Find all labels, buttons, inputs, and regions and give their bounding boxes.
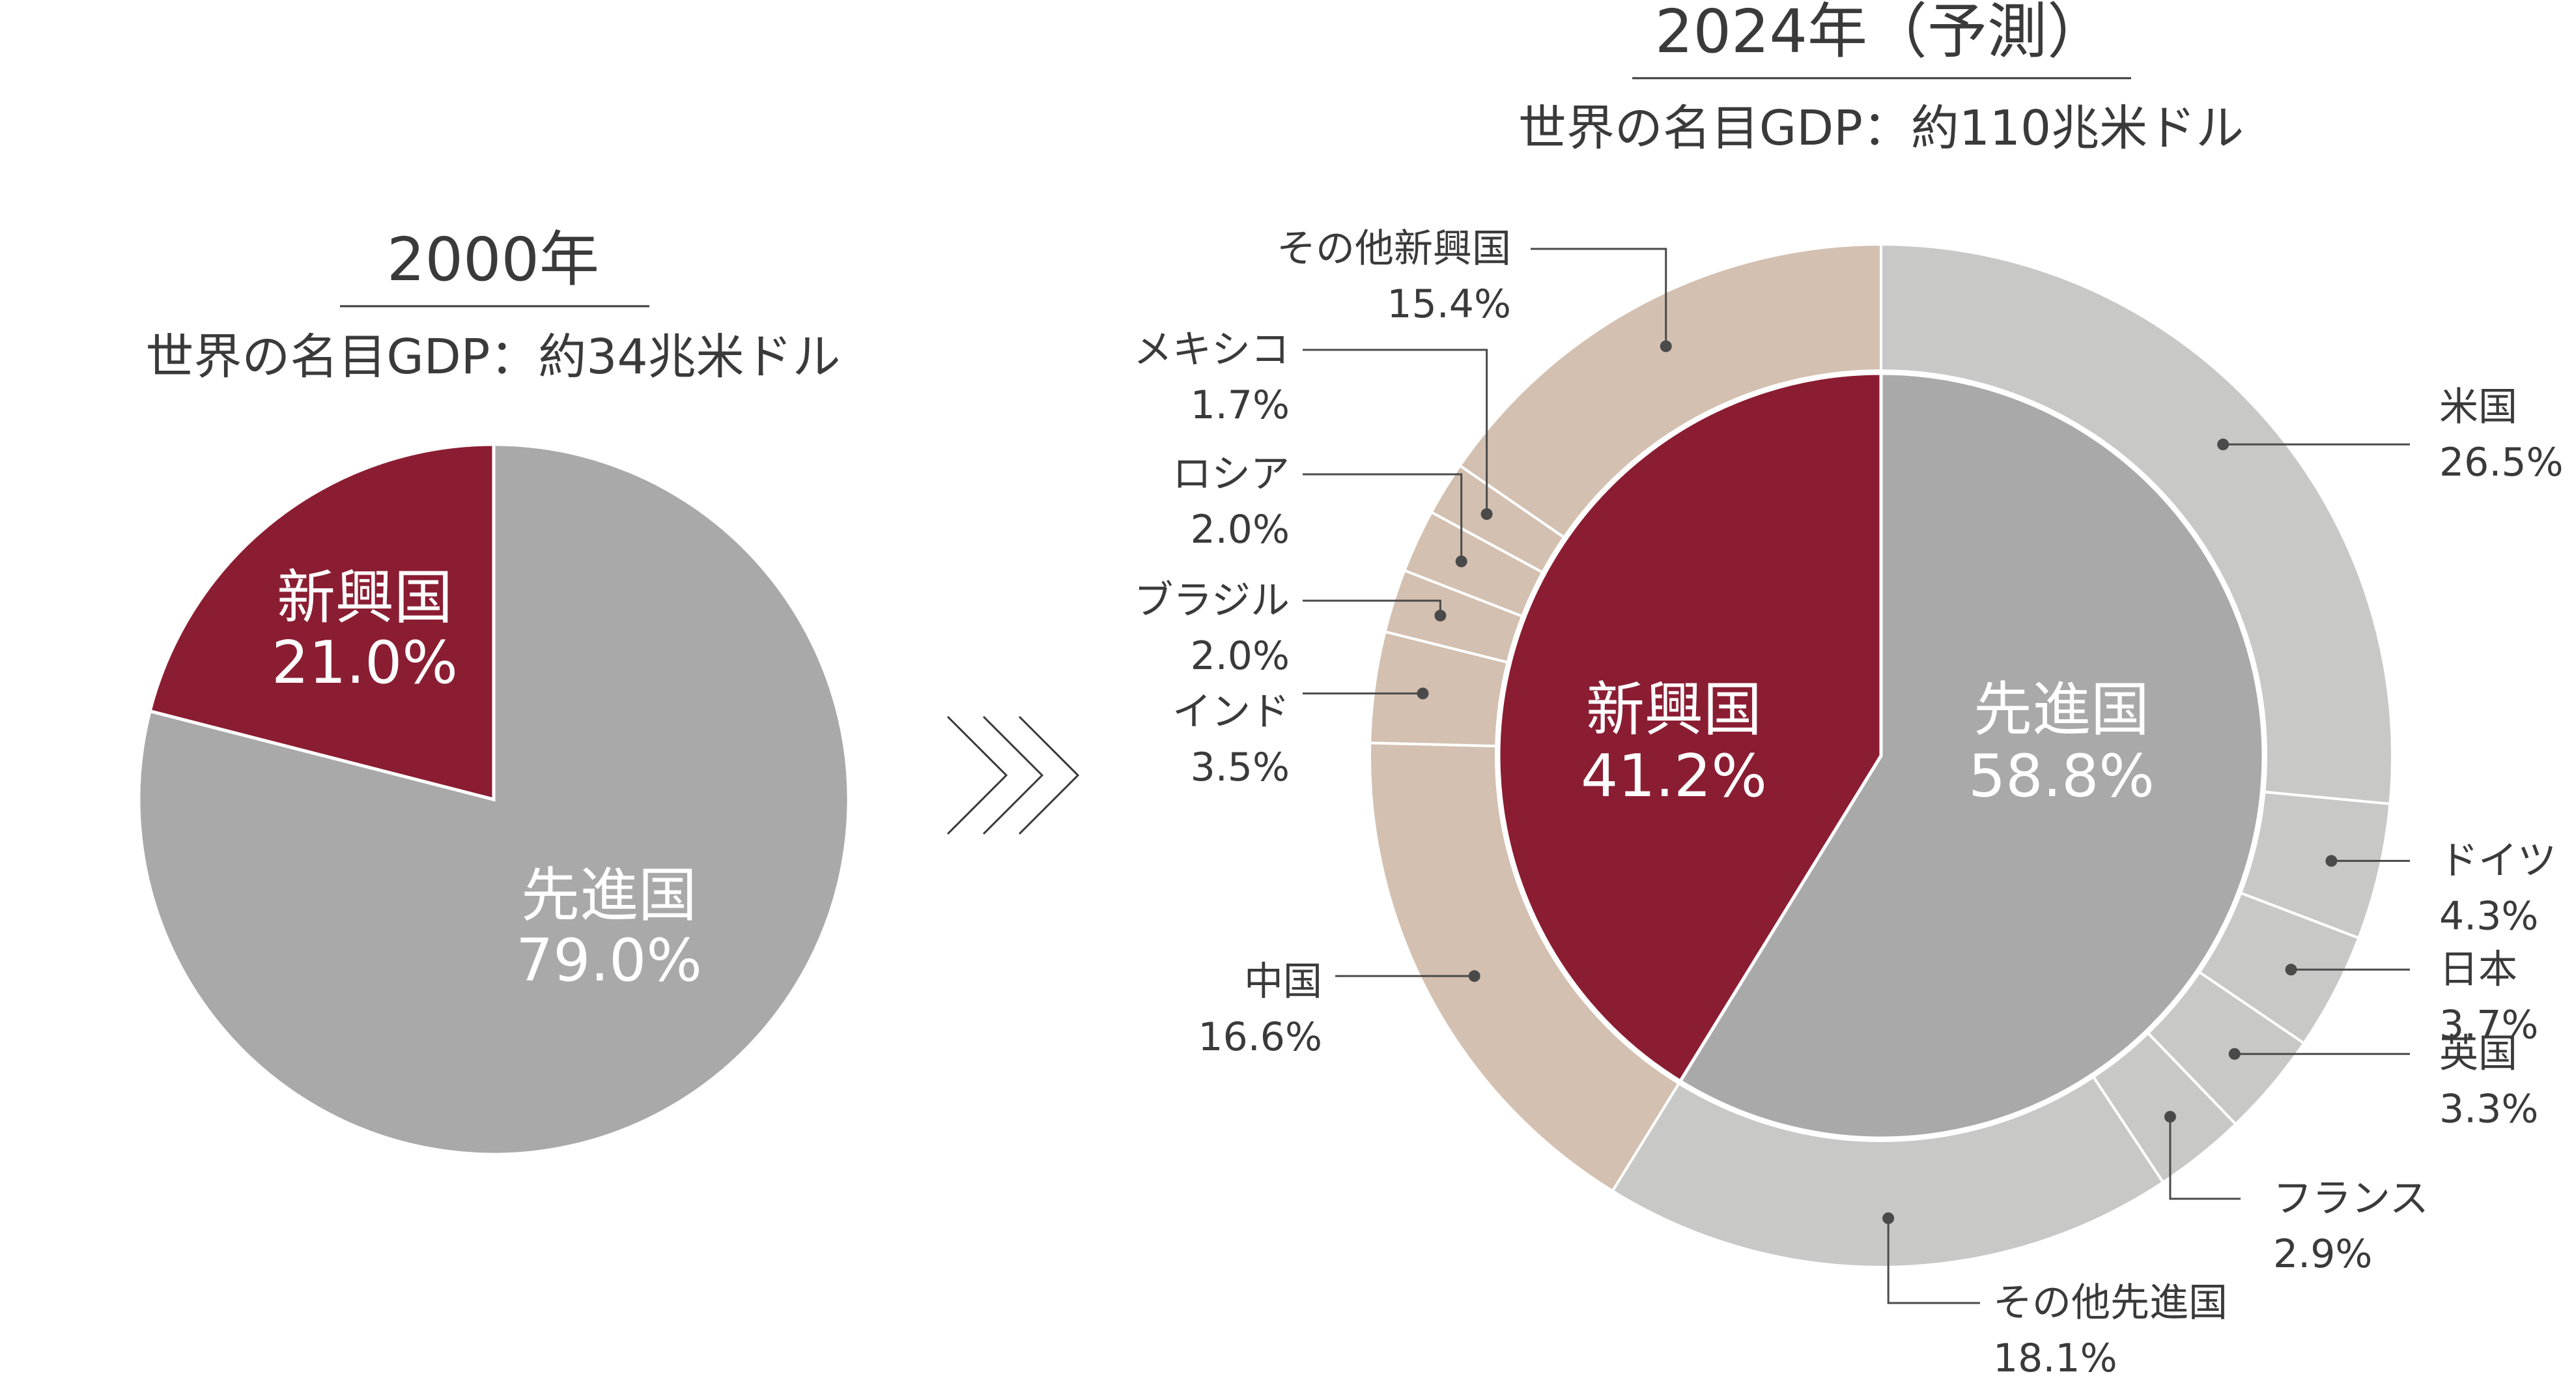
- chart-2024-title: 2024年（予測）: [1655, 0, 2107, 66]
- pie-2000-slice: [137, 442, 851, 1156]
- outer-slice-label-value: 2.0%: [1191, 507, 1290, 552]
- leader-dot: [1660, 340, 1672, 352]
- pie-2024-inner-slice: [1497, 371, 1883, 1083]
- leader-dot: [1434, 609, 1447, 622]
- outer-slice-label-name: メキシコ: [1133, 327, 1290, 373]
- pie-2000-slice: [148, 442, 496, 802]
- outer-slice-label-name: 日本: [2439, 947, 2517, 992]
- leader-dot: [2325, 855, 2338, 867]
- outer-slice-label-name: その他先進国: [1993, 1280, 2228, 1326]
- outer-slice-label-value: 4.3%: [2439, 893, 2538, 939]
- pie-2024-inner-label-value: 41.2%: [1581, 742, 1767, 810]
- leader-dot: [1417, 687, 1429, 700]
- leader-dot: [2228, 1048, 2241, 1060]
- leader-line: [2169, 1117, 2241, 1200]
- outer-slice-label-value: 1.7%: [1191, 382, 1290, 428]
- outer-slice-label-name: ドイツ: [2439, 838, 2556, 883]
- outer-slice-label-name: 中国: [1244, 959, 1322, 1005]
- outer-slice-label-name: ロシア: [1172, 451, 1290, 497]
- chart-2000-title: 2000年: [387, 225, 599, 294]
- leader-dot: [1468, 970, 1480, 982]
- chart-2024-subtitle: 世界の名目GDP：約110兆米ドル: [1518, 100, 2244, 156]
- leader-line: [1303, 349, 1488, 515]
- outer-slice-label-name: フランス: [2273, 1176, 2429, 1222]
- outer-slice-label-value: 18.1%: [1993, 1336, 2117, 1381]
- outer-slice-label-name: その他新興国: [1277, 226, 1511, 272]
- outer-slice-label-value: 16.6%: [1198, 1014, 1322, 1060]
- pie-2024-labels: 米国 26.5% ドイツ 4.3% 日本 3.7%英国 3.3%フランス 2.9% その他先進国…: [1133, 226, 2564, 1381]
- pie-2024-inner-label-name: 新興国: [1586, 676, 1762, 744]
- leader-dot: [2164, 1111, 2176, 1123]
- leader-line: [1531, 248, 1667, 347]
- pie-2024-inner-label-name: 先進国: [1974, 676, 2149, 744]
- pie-2024-inner-label-value: 58.8%: [1968, 742, 2155, 810]
- outer-slice-label-value: 3.7%: [2439, 1002, 2538, 1048]
- outer-slice-label-value: 26.5%: [2439, 440, 2564, 485]
- triple-chevron-right-icon: [946, 715, 1080, 835]
- leader-dot: [1455, 555, 1467, 567]
- pie-2000-label-name: 先進国: [521, 861, 697, 930]
- outer-slice-label-name: ブラジル: [1134, 578, 1290, 623]
- leader-line: [1887, 1218, 1980, 1304]
- chart-2000-subtitle: 世界の名目GDP：約34兆米ドル: [145, 329, 840, 385]
- outer-slice-label-value: 15.4%: [1387, 281, 1511, 327]
- leader-line: [1303, 473, 1463, 562]
- outer-slice-label-value: 3.5%: [1191, 745, 1290, 790]
- outer-slice-label-value: 2.0%: [1191, 633, 1290, 679]
- pie-2000-label-name: 新興国: [277, 564, 453, 632]
- outer-slice-label-name: 英国: [2439, 1031, 2517, 1077]
- pie-2024-ring-separator: [1495, 369, 2267, 1142]
- leader-dot: [1480, 508, 1493, 521]
- outer-slice-label-name: インド: [1172, 689, 1290, 735]
- leader-dot: [1882, 1212, 1895, 1224]
- outer-slice-label-name: 米国: [2439, 384, 2517, 430]
- outer-slice-label-value: 2.9%: [2273, 1231, 2372, 1277]
- pie-2000-label-value: 21.0%: [272, 629, 458, 697]
- leader-dot: [2217, 438, 2229, 451]
- pie-2024-inner-slice: [1678, 371, 2265, 1140]
- pie-2000-label-value: 79.0%: [516, 926, 702, 995]
- outer-slice-label-value: 3.3%: [2439, 1087, 2538, 1132]
- leader-dot: [2285, 964, 2297, 976]
